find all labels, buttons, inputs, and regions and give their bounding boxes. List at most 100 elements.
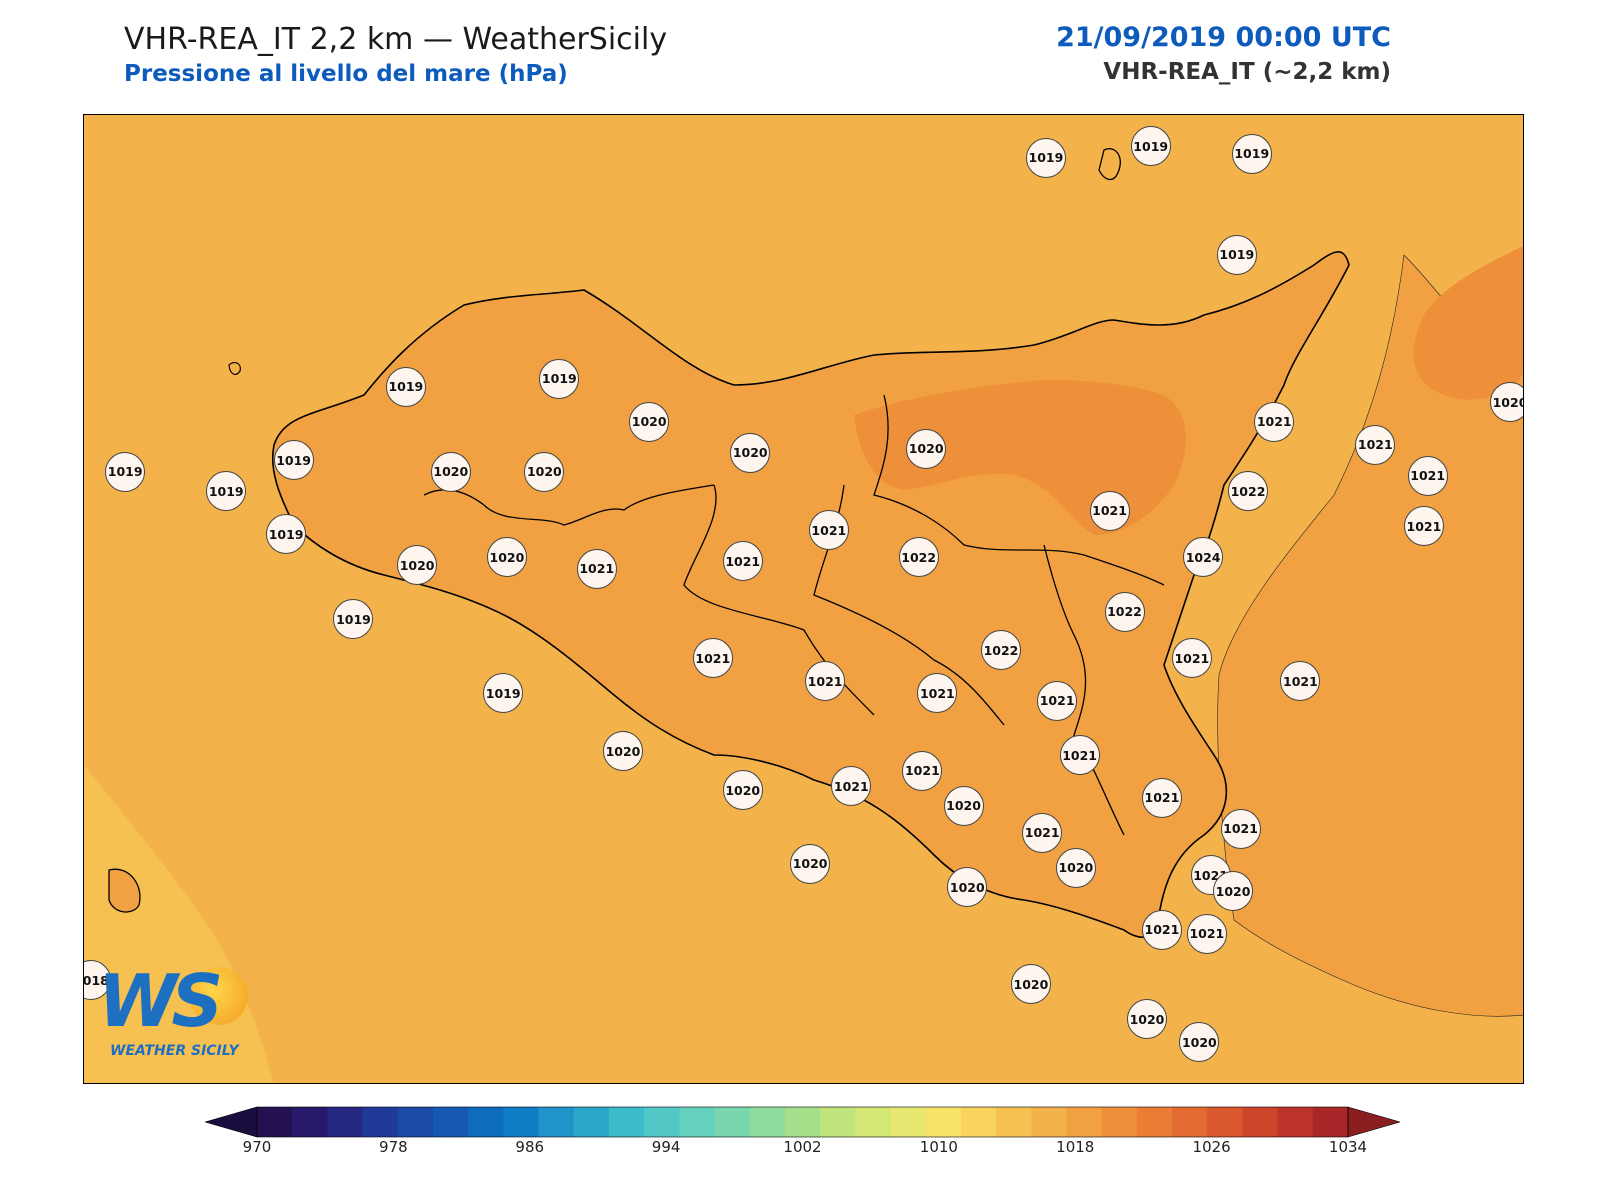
station-marker: 1021 [902, 750, 943, 791]
station-marker: 1020 [629, 401, 670, 442]
station-marker: 1019 [1231, 133, 1272, 174]
station-marker: 1019 [1130, 126, 1171, 167]
colorbar-frame [256, 1106, 1349, 1138]
station-marker: 1019 [1025, 137, 1066, 178]
colorbar-segment [573, 1107, 610, 1137]
colorbar-segment [960, 1107, 997, 1137]
island-pantelleria [108, 868, 141, 913]
colorbar-segment [996, 1107, 1032, 1137]
colorbar-tick-label: 1018 [1056, 1138, 1095, 1156]
colorbar-tick-label: 1010 [919, 1138, 958, 1156]
station-marker: 1021 [1186, 913, 1227, 954]
valid-datetime: 21/09/2019 00:00 UTC [1056, 22, 1391, 53]
map-subtitle: Pressione al livello del mare (hPa) [124, 61, 568, 87]
station-marker: 1020 [943, 785, 984, 826]
station-marker: 1021 [1254, 401, 1295, 442]
station-marker: 1020 [730, 432, 771, 473]
station-marker: 1020 [486, 537, 527, 578]
station-marker: 1019 [266, 514, 307, 555]
colorbar-segment [820, 1107, 856, 1137]
colorbar-tick-label: 1002 [783, 1138, 822, 1156]
colorbar-tick-label: 986 [515, 1138, 545, 1156]
station-marker: 1020 [430, 451, 471, 492]
logo-sun-icon [190, 967, 248, 1025]
station-marker: 1021 [805, 661, 846, 702]
station-marker: 1021 [1407, 455, 1448, 496]
colorbar-tick-label: 994 [651, 1138, 681, 1156]
colorbar-tick-label: 1026 [1192, 1138, 1231, 1156]
colorbar-segment [1207, 1107, 1243, 1137]
station-marker: 1019 [483, 673, 524, 714]
colorbar-segment [679, 1107, 716, 1137]
map-title: VHR-REA_IT 2,2 km — WeatherSicily [124, 22, 668, 57]
station-marker: 1020 [397, 545, 438, 586]
colorbar-segment [855, 1107, 891, 1137]
colorbar-segment [714, 1107, 751, 1137]
station-marker: 1021 [1355, 424, 1396, 465]
station-marker: 1019 [206, 471, 247, 512]
island-stromboli [1098, 148, 1121, 181]
station-marker: 1021 [722, 541, 763, 582]
colorbar-segment [397, 1107, 434, 1137]
colorbar-segment [1172, 1107, 1208, 1137]
pressure-map: 1019 1019 1019 1019 1019 1019 1020 1020 1020 1021… [83, 114, 1524, 1084]
colorbar-segment [1031, 1107, 1067, 1137]
colorbar-extend-low [205, 1106, 258, 1138]
station-marker: 1022 [1104, 591, 1145, 632]
station-marker: 1020 [1055, 847, 1096, 888]
station-marker: 1021 [692, 638, 733, 679]
station-marker: 1021 [1141, 909, 1182, 950]
station-marker: 1021 [917, 673, 958, 714]
station-marker: 1021 [831, 766, 872, 807]
station-marker: 1020 [1179, 1022, 1220, 1063]
colorbar-segment [925, 1107, 962, 1137]
colorbar-segment [1312, 1107, 1349, 1137]
station-marker: 1021 [1171, 638, 1212, 679]
colorbar-segment [257, 1107, 293, 1137]
station-marker: 1021 [1280, 661, 1321, 702]
station-marker: 1019 [539, 358, 580, 399]
station-marker: 1020 [1010, 964, 1051, 1005]
header-left: VHR-REA_IT 2,2 km — WeatherSicily Pressi… [124, 22, 667, 87]
station-marker: 1022 [898, 537, 939, 578]
model-label: VHR-REA_IT (~2,2 km) [1103, 59, 1391, 85]
station-marker: 1020 [722, 770, 763, 811]
station-marker: 1020 [1126, 999, 1167, 1040]
station-marker: 1021 [1089, 490, 1130, 531]
colorbar-segment [1277, 1107, 1314, 1137]
colorbar-segment [644, 1107, 680, 1137]
colorbar-segment [784, 1107, 821, 1137]
colorbar-segment [1136, 1107, 1173, 1137]
colorbar-segment [749, 1107, 786, 1137]
island-egadi [228, 361, 241, 375]
station-marker: 1022 [1228, 471, 1269, 512]
east-band-1022 [1413, 245, 1523, 400]
station-marker: 1021 [1403, 506, 1444, 547]
station-marker: 1020 [947, 867, 988, 908]
station-marker: 1019 [385, 366, 426, 407]
header-right: 21/09/2019 00:00 UTC VHR-REA_IT (~2,2 km… [1056, 22, 1391, 85]
colorbar-segment [327, 1107, 364, 1137]
colorbar-segment [1066, 1107, 1103, 1137]
station-marker: 1020 [790, 843, 831, 884]
station-marker: 1021 [1141, 777, 1182, 818]
colorbar-segment [1242, 1107, 1279, 1137]
station-marker: 1024 [1183, 537, 1224, 578]
colorbar-tick-label: 978 [379, 1138, 408, 1156]
station-marker: 1021 [1037, 680, 1078, 721]
station-marker: 1019 [1216, 234, 1257, 275]
station-marker: 1021 [1220, 808, 1261, 849]
colorbar-segment [608, 1107, 645, 1137]
map-layers [84, 115, 1523, 1083]
station-marker: 1021 [576, 548, 617, 589]
colorbar-segment [538, 1107, 575, 1137]
station-marker: 1021 [1022, 812, 1063, 853]
colorbar-tick-label: 970 [242, 1138, 272, 1156]
colorbar-segment [890, 1107, 927, 1137]
colorbar-segment [1101, 1107, 1138, 1137]
station-marker: 1022 [981, 630, 1021, 671]
station-marker: 1021 [1059, 735, 1100, 776]
station-marker: 1021 [808, 510, 849, 551]
colorbar-segment [432, 1107, 469, 1137]
station-marker: 1020 [1213, 871, 1254, 911]
